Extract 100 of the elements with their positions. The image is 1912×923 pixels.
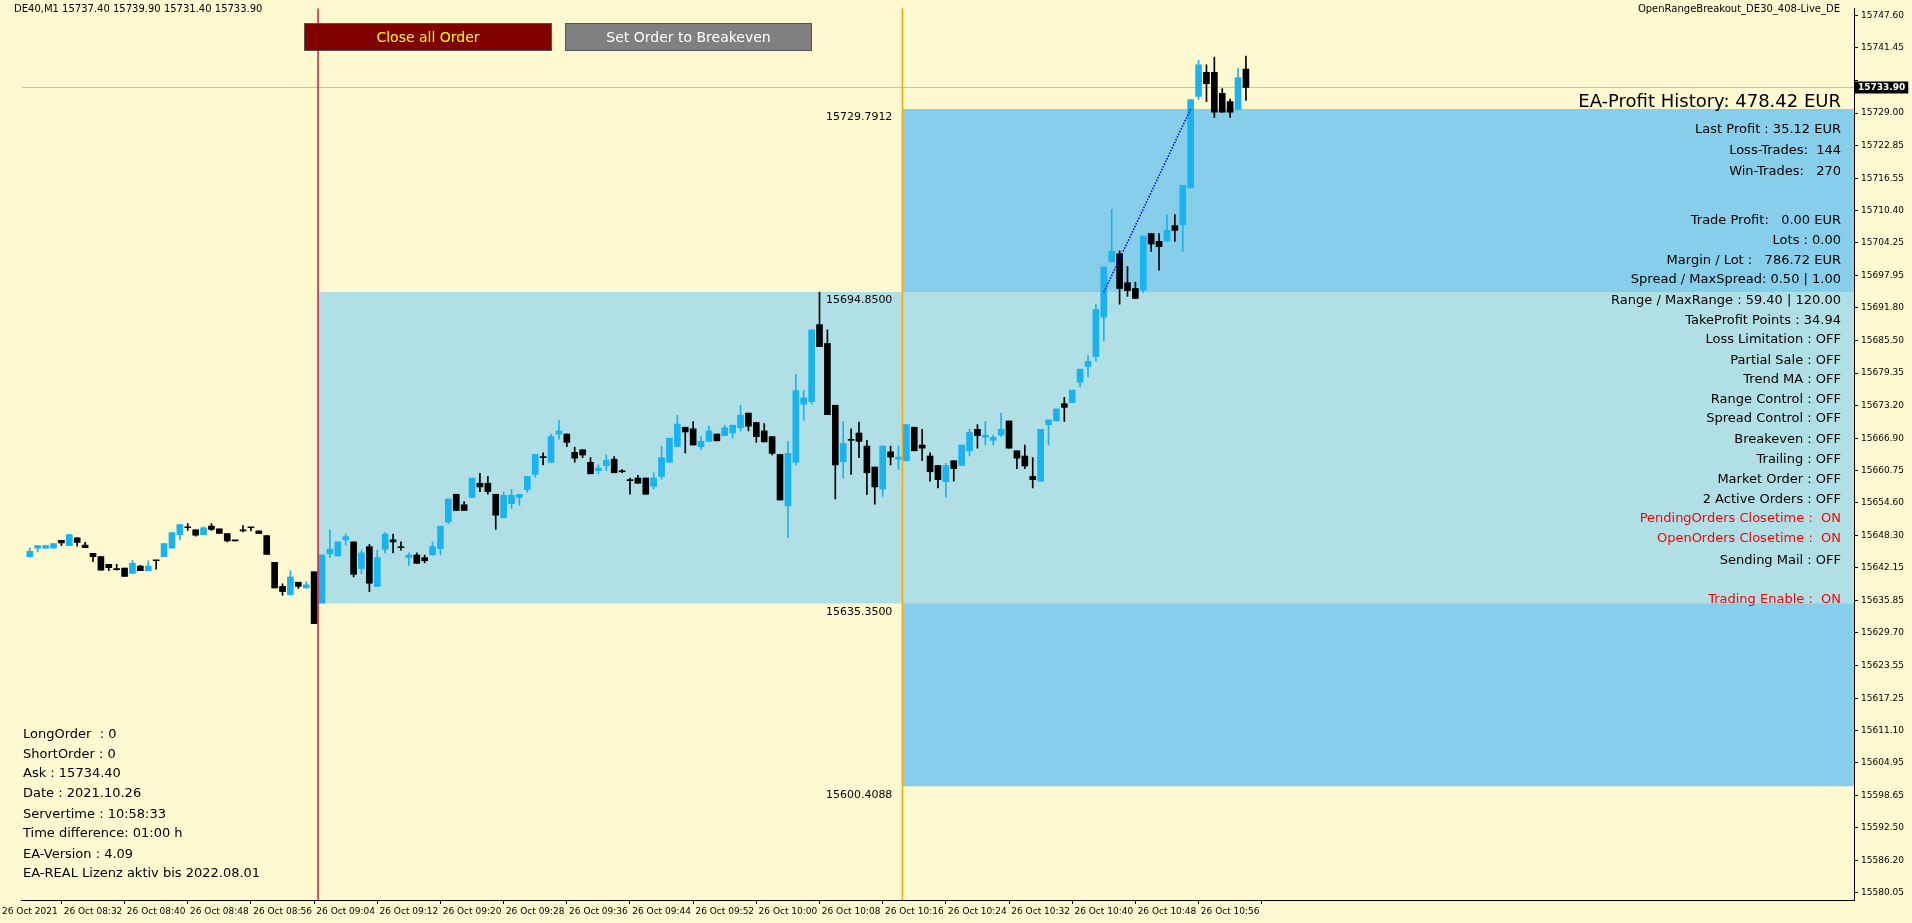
annotation: LongOrder : 0 bbox=[23, 726, 117, 741]
y-tick-label: 15654.60 bbox=[1861, 496, 1905, 507]
annotation: Loss Limitation : OFF bbox=[1705, 331, 1841, 346]
annotation: Trade Profit: 0.00 EUR bbox=[1690, 212, 1841, 227]
annotation: PendingOrders Closetime : ON bbox=[1639, 510, 1841, 525]
y-tick-label: 15592.50 bbox=[1861, 822, 1905, 833]
candlestick bbox=[184, 523, 192, 531]
x-tick-label: 26 Oct 2021 bbox=[2, 905, 58, 916]
y-tick-label: 15586.20 bbox=[1861, 855, 1905, 866]
annotation: Date : 2021.10.26 bbox=[23, 785, 142, 800]
annotation: Sending Mail : OFF bbox=[1719, 552, 1841, 567]
y-tick-label: 15741.45 bbox=[1861, 42, 1904, 53]
x-tick-label: 26 Oct 10:40 bbox=[1074, 905, 1134, 916]
y-tick-label: 15629.70 bbox=[1861, 627, 1905, 638]
annotation: Trading Enable : ON bbox=[1708, 591, 1841, 606]
annotation: Close all Order bbox=[376, 29, 480, 45]
chart-title: DE40,M1 15737.40 15739.90 15731.40 15733.90 bbox=[14, 3, 263, 14]
annotation: Loss-Trades: 144 bbox=[1729, 142, 1841, 157]
annotation: 15635.3500 bbox=[825, 604, 893, 618]
x-tick-label: 26 Oct 09:04 bbox=[316, 905, 376, 916]
annotation: Win-Trades: 270 bbox=[1729, 163, 1841, 178]
x-tick-label: 26 Oct 09:12 bbox=[379, 905, 439, 916]
annotation: Servertime : 10:58:33 bbox=[23, 806, 167, 821]
candlestick bbox=[1029, 457, 1037, 489]
candlestick bbox=[247, 526, 255, 532]
x-tick-label: 26 Oct 08:40 bbox=[126, 905, 186, 916]
y-tick-label: 15611.10 bbox=[1861, 724, 1905, 735]
x-tick-label: 26 Oct 09:44 bbox=[632, 905, 692, 916]
candlestick bbox=[1108, 209, 1116, 263]
y-tick-label: 15747.60 bbox=[1861, 10, 1905, 21]
x-tick-label: 26 Oct 10:00 bbox=[758, 905, 818, 916]
candlestick bbox=[626, 477, 634, 495]
y-tick-label: 15691.80 bbox=[1861, 302, 1905, 313]
ref-line-label: 15733.90 bbox=[1858, 81, 1906, 92]
x-tick-label: 26 Oct 08:56 bbox=[253, 905, 313, 916]
annotation: EA-Version : 4.09 bbox=[23, 846, 134, 861]
x-tick-label: 26 Oct 08:48 bbox=[190, 905, 249, 916]
candlestick bbox=[152, 559, 160, 570]
annotation: Market Order : OFF bbox=[1717, 471, 1841, 486]
annotation: Breakeven : OFF bbox=[1734, 431, 1841, 446]
y-tick-label: 15716.55 bbox=[1861, 172, 1904, 183]
y-tick-label: 15598.65 bbox=[1861, 789, 1904, 800]
y-tick-label: 15642.15 bbox=[1861, 562, 1904, 573]
annotation: Trailing : OFF bbox=[1756, 451, 1841, 466]
y-tick-label: 15685.50 bbox=[1861, 335, 1905, 346]
y-tick-label: 15660.75 bbox=[1861, 464, 1904, 475]
candlestick bbox=[1171, 214, 1179, 242]
x-tick-label: 26 Oct 08:32 bbox=[63, 905, 123, 916]
y-tick-label: 15623.55 bbox=[1861, 659, 1904, 670]
annotation: Spread / MaxSpread: 0.50 | 1.00 bbox=[1630, 271, 1841, 286]
annotation: Time difference: 01:00 h bbox=[23, 825, 183, 840]
annotation: EA-REAL Lizenz aktiv bis 2022.08.01 bbox=[23, 865, 261, 880]
annotation: 15729.7912 bbox=[825, 110, 893, 124]
annotation: OpenOrders Closetime : ON bbox=[1656, 530, 1841, 545]
annotation: Margin / Lot : 786.72 EUR bbox=[1666, 252, 1841, 267]
annotation: EA-Profit History: 478.42 EUR bbox=[1578, 90, 1841, 111]
y-tick-label: 15697.95 bbox=[1861, 270, 1904, 281]
annotation: Set Order to Breakeven bbox=[606, 29, 771, 45]
annotation: Lots : 0.00 bbox=[1772, 232, 1841, 247]
candlestick bbox=[1060, 397, 1068, 422]
annotation: 15600.4088 bbox=[825, 787, 893, 801]
x-tick-label: 26 Oct 09:28 bbox=[505, 905, 565, 916]
candlestick bbox=[397, 541, 405, 551]
y-tick-label: 15635.85 bbox=[1861, 595, 1904, 606]
breakeven-button: Set Order to Breakeven bbox=[565, 23, 812, 51]
candlestick bbox=[847, 428, 855, 475]
annotation: Partial Sale : OFF bbox=[1730, 352, 1841, 367]
close-button: Close all Order bbox=[304, 23, 552, 51]
x-tick-label: 26 Oct 09:52 bbox=[695, 905, 755, 916]
y-tick-label: 15580.05 bbox=[1861, 887, 1904, 898]
annotation: Ask : 15734.40 bbox=[23, 765, 121, 780]
y-tick-label: 15704.25 bbox=[1861, 237, 1904, 248]
x-tick-label: 26 Oct 10:24 bbox=[948, 905, 1008, 916]
y-tick-label: 15722.85 bbox=[1861, 139, 1904, 150]
annotation: Spread Control : OFF bbox=[1706, 410, 1841, 425]
y-tick-label: 15679.35 bbox=[1861, 367, 1904, 378]
annotation: Range / MaxRange : 59.40 | 120.00 bbox=[1611, 292, 1841, 307]
y-tick-label: 15648.30 bbox=[1861, 529, 1905, 540]
x-tick-label: 26 Oct 10:56 bbox=[1200, 905, 1260, 916]
x-tick-label: 26 Oct 10:32 bbox=[1011, 905, 1070, 916]
chart-subtitle: OpenRangeBreakout_DE30_408-Live_DE bbox=[1637, 3, 1840, 14]
annotation: ShortOrder : 0 bbox=[23, 746, 116, 761]
y-tick-label: 15666.90 bbox=[1861, 432, 1905, 443]
x-tick-label: 26 Oct 10:48 bbox=[1137, 905, 1197, 916]
annotation: Trend MA : OFF bbox=[1743, 371, 1841, 386]
annotation: 2 Active Orders : OFF bbox=[1702, 491, 1841, 506]
y-tick-label: 15729.00 bbox=[1861, 107, 1905, 118]
x-tick-label: 26 Oct 10:08 bbox=[821, 905, 881, 916]
y-tick-label: 15617.25 bbox=[1861, 692, 1904, 703]
candlestick bbox=[855, 421, 863, 458]
x-tick-label: 26 Oct 09:20 bbox=[442, 905, 502, 916]
candlestick bbox=[539, 452, 547, 466]
y-tick-label: 15710.40 bbox=[1861, 204, 1905, 215]
annotation: TakeProfit Points : 34.94 bbox=[1685, 312, 1841, 327]
y-tick-label: 15604.95 bbox=[1861, 756, 1904, 767]
candlestick bbox=[389, 533, 397, 554]
annotation: 15694.8500 bbox=[825, 293, 893, 307]
x-tick-label: 26 Oct 10:16 bbox=[884, 905, 944, 916]
annotation: Range Control : OFF bbox=[1710, 391, 1841, 406]
annotation: Last Profit : 35.12 EUR bbox=[1695, 121, 1841, 136]
